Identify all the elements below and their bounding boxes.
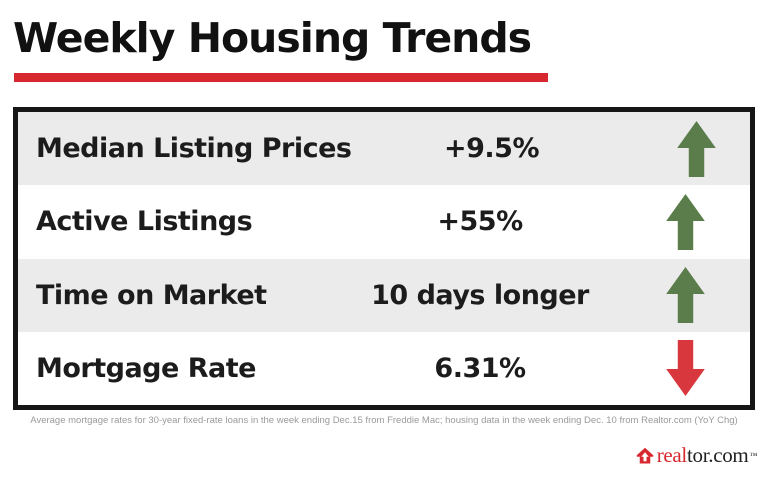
metric-value: +55% (437, 206, 523, 238)
metric-label: Active Listings (36, 206, 253, 238)
trend-up-icon (620, 267, 750, 324)
logo-text-torcom: tor.com (686, 443, 749, 467)
metric-value: 6.31% (434, 352, 526, 384)
source-footnote: Average mortgage rates for 30-year fixed… (30, 415, 738, 426)
metric-label: Time on Market (36, 279, 267, 311)
metric-label: Median Listing Prices (36, 133, 352, 165)
trademark-symbol: ™ (749, 450, 757, 460)
realtor-logo: real tor.com ™ (636, 443, 757, 468)
table-row: Active Listings +55% (18, 185, 750, 259)
table-row: Time on Market 10 days longer (18, 258, 750, 332)
table-row: Mortgage Rate 6.31% (18, 331, 750, 405)
page-title: Weekly Housing Trends (13, 14, 532, 62)
metric-value: 10 days longer (371, 279, 589, 311)
table-row: Median Listing Prices +9.5% (18, 112, 750, 186)
title-underline (14, 73, 548, 82)
logo-text-real: real (656, 443, 688, 467)
trend-up-icon (632, 120, 762, 177)
trends-table: Median Listing Prices +9.5% Active Listi… (13, 107, 755, 410)
realtor-house-icon (636, 447, 653, 463)
metric-value: +9.5% (443, 133, 540, 165)
trend-down-icon (620, 340, 750, 397)
trend-up-icon (620, 193, 750, 250)
metric-label: Mortgage Rate (36, 352, 256, 384)
